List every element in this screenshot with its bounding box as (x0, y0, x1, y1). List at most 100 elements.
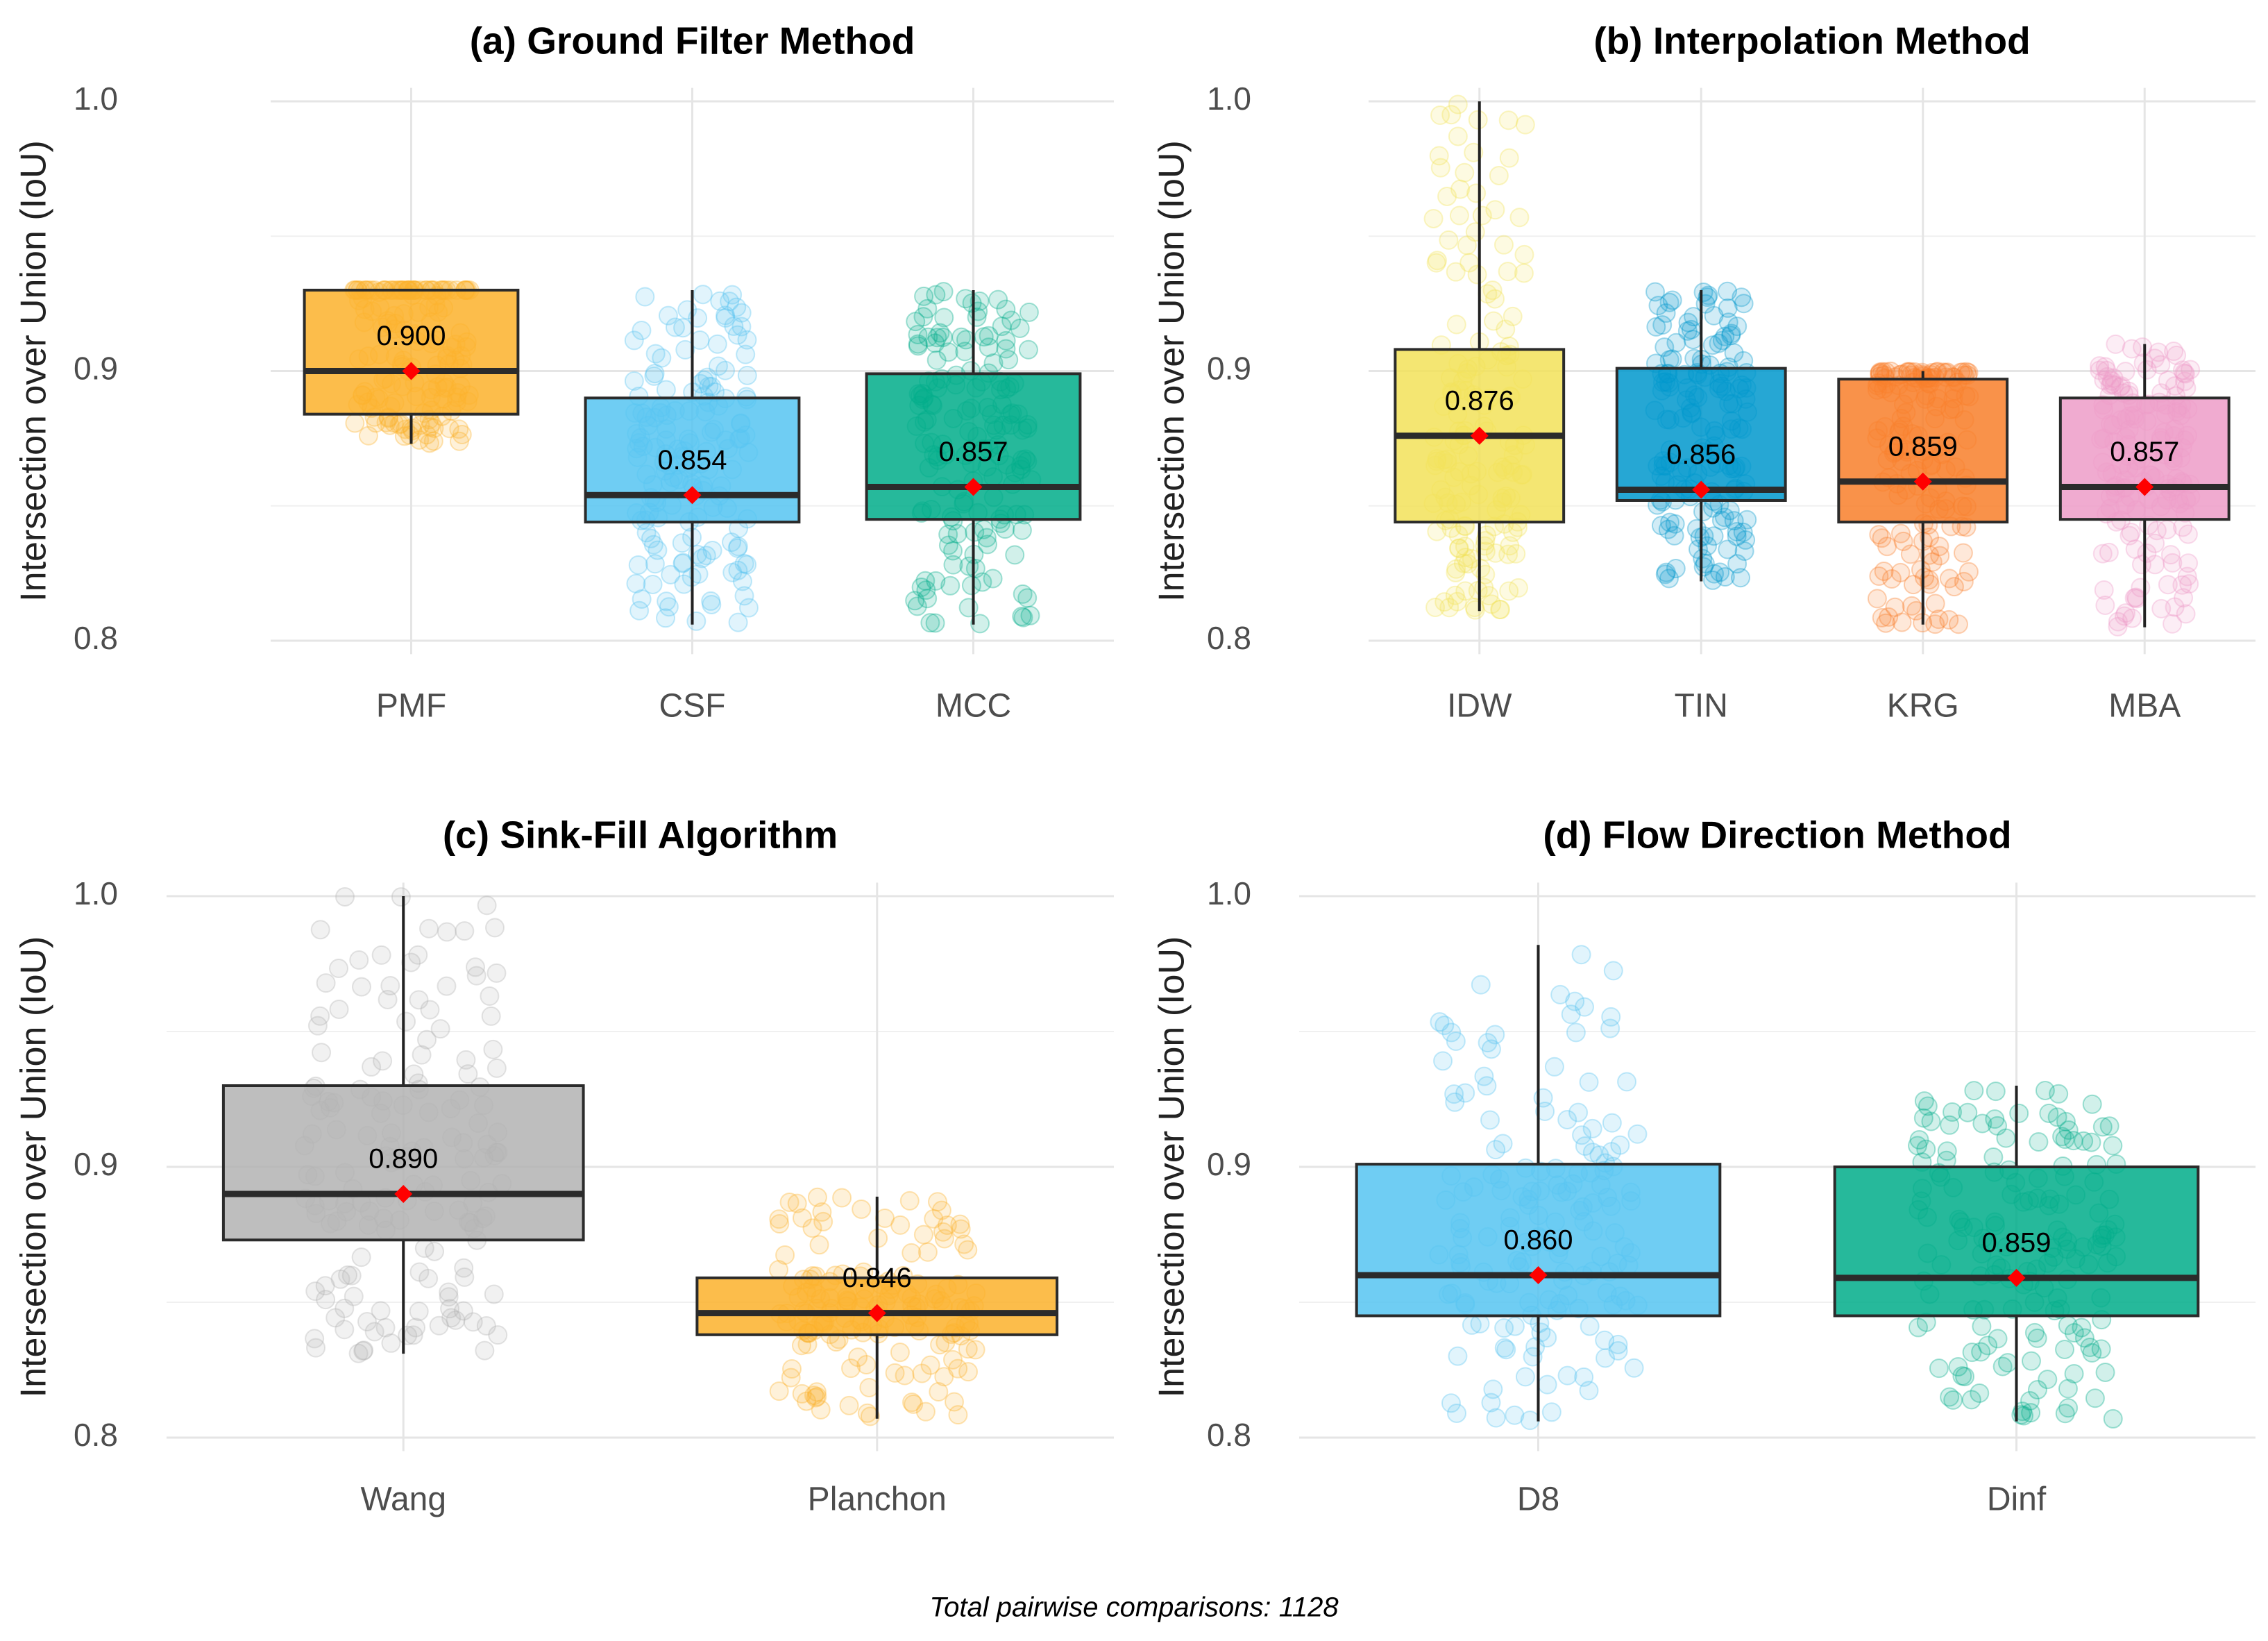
jitter-point (325, 1308, 346, 1328)
jitter-point (848, 1347, 868, 1368)
jitter-point (2014, 1406, 2034, 1426)
jitter-point (890, 1343, 910, 1363)
jitter-point (1953, 543, 1973, 563)
jitter-point (1582, 1118, 1602, 1138)
box-idw: 0.876 (1394, 94, 1566, 620)
jitter-point (1698, 285, 1718, 305)
jitter-point (1475, 531, 1496, 551)
jitter-point (1489, 165, 1509, 185)
jitter-point (2081, 1132, 2101, 1152)
jitter-point (1734, 541, 1754, 561)
jitter-point (899, 1190, 920, 1211)
jitter-point (1971, 1342, 1991, 1362)
jitter-point (1481, 1392, 1501, 1413)
jitter-point (1715, 326, 1735, 346)
jitter-point (1666, 333, 1686, 353)
jitter-point (927, 328, 947, 348)
jitter-point (1446, 262, 1466, 282)
jitter-point (1496, 319, 1516, 339)
jitter-point (965, 558, 985, 578)
y-tick-label: 0.8 (1207, 1417, 1251, 1453)
iqr-box (303, 288, 520, 416)
jitter-point (1506, 544, 1526, 564)
jitter-point (1448, 1346, 1468, 1366)
jitter-point (702, 540, 722, 560)
jitter-point (424, 418, 444, 438)
jitter-point (697, 367, 718, 387)
jitter-point (970, 614, 990, 634)
panel-c: (c) Sink-Fill Algorithm Intersection over… (14, 814, 1114, 1518)
jitter-point (441, 1308, 462, 1328)
jitter-point (1493, 1134, 1513, 1154)
jitter-point (1535, 1101, 1555, 1121)
iqr-box (1837, 378, 2009, 524)
jitter-point (728, 537, 748, 557)
jitter-point (485, 918, 505, 938)
mean-value-label: 0.856 (1666, 439, 1736, 470)
jitter-point (2020, 1391, 2040, 1411)
jitter-point (958, 1240, 978, 1260)
jitter-point (915, 571, 936, 591)
x-tick-label: D8 (1517, 1481, 1559, 1518)
jitter-point (2064, 1363, 2084, 1383)
jitter-point (349, 950, 369, 970)
jitter-point (1439, 230, 1459, 250)
jitter-point (1652, 315, 1673, 335)
jitter-point (1579, 1381, 1599, 1401)
jitter-point (967, 307, 987, 327)
y-tick-label: 1.0 (1207, 875, 1251, 911)
jitter-point (481, 1006, 501, 1026)
jitter-point (1447, 591, 1467, 612)
jitter-point (2108, 616, 2128, 637)
jitter-point (476, 1315, 496, 1336)
jitter-point (645, 364, 665, 384)
jitter-point (1913, 1108, 1933, 1128)
jitter-point (398, 1325, 418, 1345)
jitter-point (1710, 562, 1730, 582)
jitter-point (644, 366, 664, 386)
y-axis-title: Intersection over Union (IoU) (1152, 936, 1192, 1398)
jitter-point (626, 573, 646, 594)
jitter-point (1964, 1081, 1984, 1101)
jitter-point (2144, 348, 2165, 369)
jitter-point (641, 528, 661, 548)
jitter-point (690, 330, 710, 351)
jitter-point (652, 348, 672, 368)
jitter-point (2055, 1404, 2075, 1424)
jitter-point (423, 431, 443, 451)
jitter-point (456, 1050, 476, 1070)
jitter-point (930, 323, 950, 343)
jitter-point (1012, 606, 1032, 626)
jitter-point (1958, 1102, 1978, 1122)
jitter-point (1572, 1125, 1592, 1145)
jitter-point (1908, 1136, 1928, 1156)
jitter-point (371, 945, 391, 965)
jitter-point (1648, 296, 1668, 316)
jitter-point (1660, 512, 1680, 532)
jitter-point (977, 535, 997, 555)
jitter-point (1441, 1393, 1461, 1413)
x-tick-label: MCC (936, 688, 1011, 725)
jitter-point (908, 336, 928, 356)
panel-d: (d) Flow Direction Method Intersection ov… (1152, 814, 2256, 1518)
jitter-point (2115, 606, 2135, 626)
jitter-point (728, 560, 748, 580)
jitter-point (807, 1386, 827, 1406)
jitter-point (2177, 566, 2197, 587)
jitter-point (306, 1338, 326, 1358)
jitter-point (645, 344, 666, 364)
jitter-point (1911, 559, 1931, 580)
jitter-point (1724, 511, 1744, 531)
jitter-point (2009, 1103, 2029, 1123)
jitter-point (2095, 1363, 2115, 1383)
jitter-point (934, 1367, 954, 1387)
jitter-point (802, 1218, 822, 1238)
jitter-point (439, 1282, 459, 1302)
jitter-point (420, 417, 440, 437)
jitter-point (1566, 1023, 1586, 1043)
jitter-point (1455, 547, 1475, 567)
jitter-point (1972, 1316, 1992, 1336)
jitter-point (1714, 507, 1734, 528)
x-tick-label: KRG (1887, 688, 1959, 725)
